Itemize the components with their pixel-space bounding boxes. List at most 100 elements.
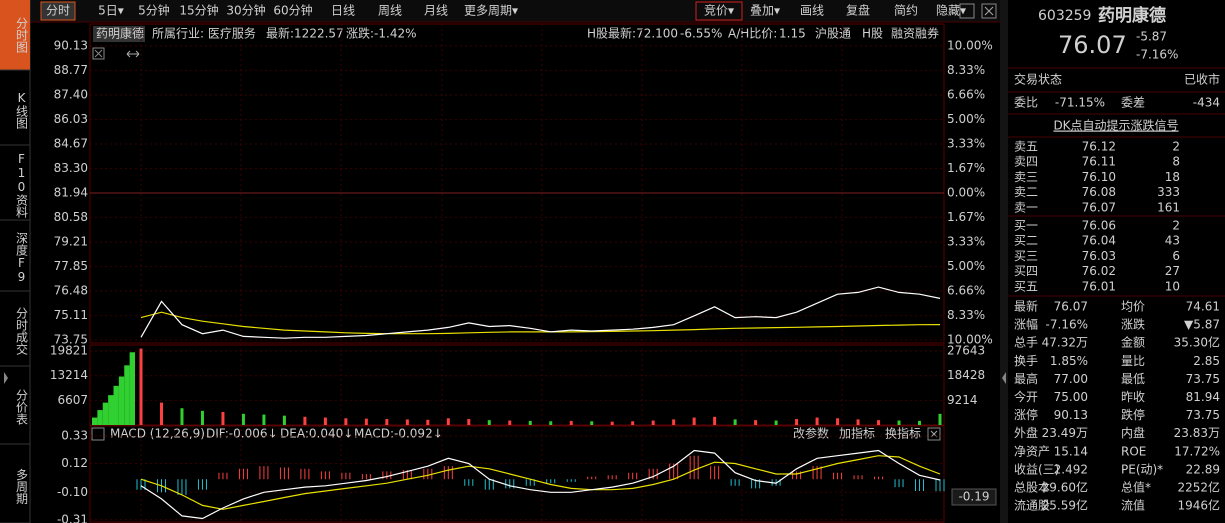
left-arrow[interactable] [4, 372, 8, 384]
volume-bar [159, 402, 163, 425]
signal-link[interactable]: DK点自动提示涨跌信号 [1053, 118, 1178, 133]
toolbar-tab[interactable]: 5分钟 [138, 3, 170, 18]
toolbar-tab[interactable]: 15分钟 [179, 3, 218, 18]
info-tag[interactable]: 融资融券 [891, 26, 939, 41]
help-box[interactable] [91, 427, 105, 441]
toolbar-tab[interactable]: 更多周期▾ [464, 4, 518, 18]
splitter-arrow[interactable] [1002, 372, 1006, 384]
stat-label: 换手 [1014, 354, 1038, 368]
splitter[interactable] [1000, 0, 1008, 523]
stat-label: PE(动)* [1121, 462, 1163, 476]
auction-bar [102, 402, 109, 425]
tab-active [40, 1, 76, 21]
volume-bar [446, 418, 450, 425]
side-tab[interactable]: K线图 [15, 91, 29, 129]
stat-value: 75.00 [1054, 390, 1088, 404]
resize-icon[interactable] [126, 50, 140, 58]
stat-label: 内盘 [1121, 425, 1145, 440]
toolbar-tool[interactable]: 简约 [894, 3, 918, 18]
volume-bar [795, 419, 799, 425]
stat-label: ROE [1121, 444, 1146, 458]
toolbar-tab[interactable]: 5日▾ [98, 4, 124, 18]
book-price: 76.06 [1082, 219, 1116, 233]
close-box[interactable] [92, 47, 105, 60]
volume-bar [610, 421, 614, 425]
info-tag[interactable]: H股 [862, 27, 883, 41]
macd-button[interactable]: 改参数 [793, 426, 829, 441]
volume-bar [754, 420, 758, 425]
volume-tick: 13214 [50, 368, 88, 382]
price: 76.07 [1058, 31, 1127, 59]
macd-current: -0.19 [958, 490, 989, 504]
book-price: 76.04 [1082, 234, 1116, 248]
side-tab[interactable]: F10资料 [15, 152, 29, 218]
toolbar-tab[interactable]: 周线 [378, 4, 402, 18]
macd-current-box [951, 488, 997, 506]
stat-label: 流通股 [1014, 499, 1050, 513]
side-tab[interactable]: 深度F9 [15, 232, 29, 284]
dif-line [140, 449, 941, 520]
toolbar-tab[interactable]: 30分钟 [226, 3, 265, 18]
toolbar-tool[interactable]: 复盘 [846, 3, 870, 18]
macd-button[interactable]: 加指标 [839, 426, 875, 441]
stat-value: 1.85% [1050, 354, 1088, 368]
pct-tick: 10.00% [947, 333, 993, 347]
volume-bar [856, 419, 860, 425]
volume-bar [569, 420, 573, 425]
macd-button[interactable]: 换指标 [885, 426, 921, 441]
change: -5.87 [1136, 30, 1167, 44]
close-window[interactable] [981, 3, 997, 19]
window-icon[interactable] [959, 3, 975, 19]
stat-label: 净资产 [1014, 444, 1050, 458]
price-tick: 80.58 [54, 210, 88, 224]
side-tab[interactable]: 多周期 [15, 468, 29, 504]
toolbar-tab[interactable]: 60分钟 [273, 3, 312, 18]
side-tab[interactable]: 分价表 [15, 389, 29, 425]
book-volume: 6 [1172, 249, 1180, 263]
toolbar-tab[interactable]: 日线 [331, 4, 355, 18]
volume-bar [303, 416, 307, 425]
stat-label: 涨跌 [1121, 317, 1145, 332]
stat-label: 涨停 [1014, 407, 1038, 422]
toolbar-tool[interactable]: 叠加▾ [750, 4, 780, 18]
stat-value: 81.94 [1186, 390, 1220, 404]
volume-bar [733, 419, 737, 425]
macd-close[interactable] [927, 427, 941, 441]
price-tick: 76.48 [54, 284, 88, 298]
side-tab[interactable]: 分时成交 [15, 307, 29, 356]
auction-bar [118, 376, 125, 425]
volume-bar [918, 420, 922, 425]
info-tag[interactable]: 沪股通 [815, 27, 851, 41]
stat-value: 77.00 [1054, 372, 1088, 386]
book-volume: 333 [1157, 185, 1180, 199]
auction-bar [129, 352, 135, 425]
toolbar-tool[interactable]: 竞价▾ [704, 4, 734, 18]
toolbar-tab[interactable]: 月线 [424, 4, 448, 18]
book-volume: 2 [1172, 219, 1180, 233]
macd-frame [89, 425, 945, 523]
side-tab-active [0, 0, 30, 70]
book-volume: 43 [1165, 234, 1180, 248]
code: 603259 [1038, 8, 1091, 24]
toolbar-tool[interactable]: 画线 [800, 4, 824, 18]
volume-bar [467, 419, 471, 425]
book-label: 买二 [1014, 234, 1038, 248]
side-tab[interactable]: 分时图 [15, 17, 29, 53]
stat-label: 金额 [1121, 335, 1145, 350]
auction-bar [92, 417, 98, 425]
volume-bar [241, 413, 245, 425]
book-label: 买一 [1014, 219, 1038, 233]
volume-bar [713, 416, 717, 425]
close-icon [94, 49, 103, 58]
volume-bar [180, 408, 184, 425]
toolbar-tab[interactable]: 分时 [46, 4, 70, 18]
toolbar-tool[interactable]: 隐藏▾ [936, 4, 966, 18]
ah-label: A/H比价: [728, 27, 777, 41]
stat-label: 外盘 [1014, 425, 1038, 440]
macd-dif: DIF:-0.006↓ [206, 427, 278, 441]
stat-label: 昨收 [1121, 390, 1145, 404]
stat-value: 76.07 [1054, 300, 1088, 314]
volume-bar [385, 419, 389, 425]
change-pct: -7.16% [1136, 48, 1178, 62]
